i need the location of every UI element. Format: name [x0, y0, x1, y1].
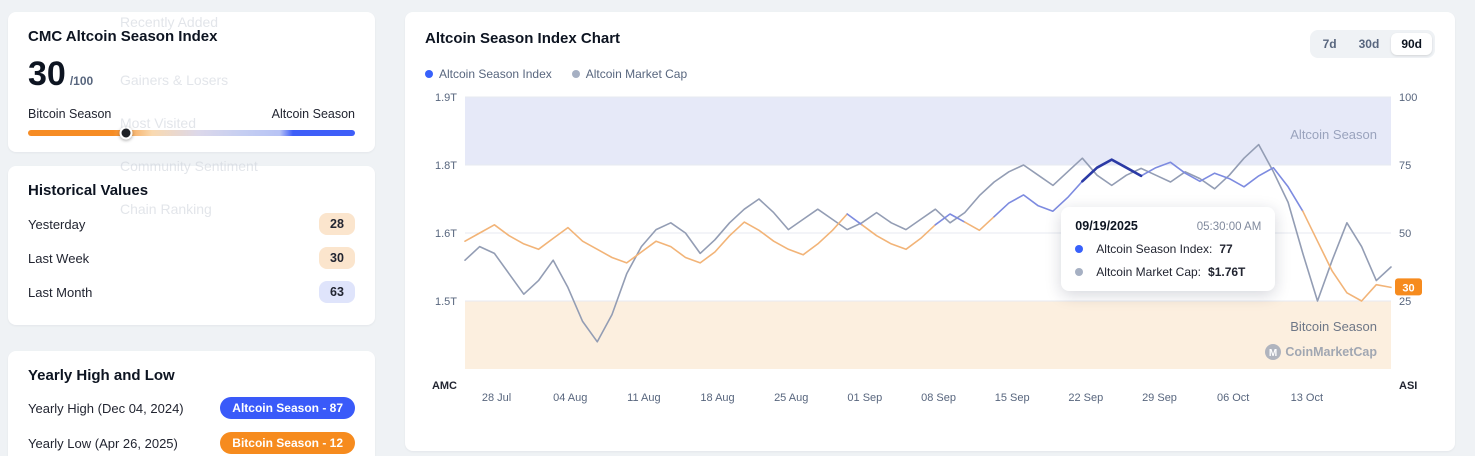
yearly-high-badge: Altcoin Season - 87	[220, 397, 355, 419]
svg-text:04 Aug: 04 Aug	[553, 392, 587, 404]
yearly-high-low-card: Yearly High and Low Yearly High (Dec 04,…	[8, 351, 375, 456]
tooltip-time: 05:30:00 AM	[1196, 221, 1262, 234]
tooltip-dot-blue-icon	[1075, 245, 1084, 254]
tooltip-row-amc: Altcoin Market Cap: $1.76T	[1075, 265, 1261, 279]
svg-text:CoinMarketCap: CoinMarketCap	[1285, 345, 1377, 359]
svg-text:25 Aug: 25 Aug	[774, 392, 808, 404]
svg-text:06 Oct: 06 Oct	[1217, 392, 1249, 404]
yearly-high-label: Yearly High (Dec 04, 2024)	[28, 400, 184, 416]
historical-row-value: 30	[319, 247, 355, 269]
svg-text:1.8T: 1.8T	[435, 160, 457, 172]
altcoin-season-chart-card: Altcoin Season Index Chart 7d 30d 90d Al…	[405, 12, 1455, 451]
legend-dot-gray-icon	[571, 70, 580, 78]
season-index-slider	[28, 126, 355, 140]
historical-row-label: Yesterday	[28, 216, 86, 232]
historical-row-last-week: Last Week 30	[28, 241, 355, 275]
yearly-low-label: Yearly Low (Apr 26, 2025)	[28, 435, 178, 451]
legend-dot-blue-icon	[425, 70, 433, 78]
altcoin-season-label: Altcoin Season	[271, 107, 355, 121]
time-range-selector: 7d 30d 90d	[1309, 30, 1435, 58]
range-button-90d[interactable]: 90d	[1391, 33, 1432, 55]
svg-text:ASI: ASI	[1399, 380, 1417, 392]
historical-card-title: Historical Values	[28, 182, 149, 199]
historical-row-value: 28	[319, 213, 355, 235]
svg-text:1.9T: 1.9T	[435, 92, 457, 104]
index-score: 30	[28, 55, 66, 93]
tooltip-dot-gray-icon	[1075, 268, 1084, 277]
historical-row-label: Last Week	[28, 250, 90, 266]
tooltip-date: 09/19/2025	[1075, 219, 1138, 234]
svg-text:11 Aug: 11 Aug	[627, 392, 660, 404]
bitcoin-season-label: Bitcoin Season	[28, 107, 112, 121]
svg-text:13 Oct: 13 Oct	[1291, 392, 1323, 404]
svg-text:01 Sep: 01 Sep	[847, 392, 882, 404]
svg-text:18 Aug: 18 Aug	[700, 392, 734, 404]
yearly-high-row: Yearly High (Dec 04, 2024) Altcoin Seaso…	[28, 397, 355, 419]
historical-row-value: 63	[319, 281, 355, 303]
tooltip-row-asi: Altcoin Season Index: 77	[1075, 242, 1261, 256]
yearly-low-row: Yearly Low (Apr 26, 2025) Bitcoin Season…	[28, 432, 355, 454]
svg-text:M: M	[1269, 348, 1277, 359]
altcoin-season-index-card: CMC Altcoin Season Index 30 /100 Bitcoin…	[8, 12, 375, 152]
svg-text:75: 75	[1399, 160, 1411, 172]
svg-text:15 Sep: 15 Sep	[995, 392, 1030, 404]
season-index-slider-handle[interactable]	[119, 126, 133, 140]
historical-row-yesterday: Yesterday 28	[28, 207, 355, 241]
chart-title: Altcoin Season Index Chart	[425, 30, 621, 47]
svg-text:22 Sep: 22 Sep	[1068, 392, 1103, 404]
legend-altcoin-market-cap: Altcoin Market Cap	[571, 67, 687, 81]
svg-text:30: 30	[1402, 282, 1414, 294]
chart-plot-area[interactable]: 1.9T 100 1.8T 75 1.6T 50 1.5T 25 28 Jul 04 Aug 11 …	[425, 89, 1435, 409]
yearly-card-title: Yearly High and Low	[28, 367, 175, 384]
chart-tooltip: 09/19/2025 05:30:00 AM Altcoin Season In…	[1061, 207, 1276, 292]
historical-values-card: Historical Values Yesterday 28 Last Week…	[8, 166, 375, 325]
index-score-max: /100	[69, 74, 94, 88]
range-button-30d[interactable]: 30d	[1349, 33, 1390, 55]
svg-text:1.6T: 1.6T	[435, 228, 457, 240]
range-button-7d[interactable]: 7d	[1313, 33, 1347, 55]
legend-altcoin-season-index: Altcoin Season Index	[425, 67, 552, 81]
index-card-title: CMC Altcoin Season Index	[28, 28, 218, 45]
svg-text:100: 100	[1399, 92, 1417, 104]
altcoin-season-index-chart[interactable]: 1.9T 100 1.8T 75 1.6T 50 1.5T 25 28 Jul 04 Aug 11 …	[425, 89, 1435, 409]
svg-text:Altcoin Season: Altcoin Season	[1290, 127, 1377, 142]
svg-text:Bitcoin Season: Bitcoin Season	[1290, 319, 1377, 334]
svg-text:08 Sep: 08 Sep	[921, 392, 956, 404]
svg-text:28 Jul: 28 Jul	[482, 392, 511, 404]
svg-text:1.5T: 1.5T	[435, 296, 457, 308]
svg-text:25: 25	[1399, 296, 1411, 308]
historical-row-last-month: Last Month 63	[28, 275, 355, 309]
svg-text:29 Sep: 29 Sep	[1142, 392, 1177, 404]
chart-legend: Altcoin Season Index Altcoin Market Cap	[425, 67, 1435, 81]
historical-row-label: Last Month	[28, 284, 93, 300]
yearly-low-badge: Bitcoin Season - 12	[220, 432, 355, 454]
svg-text:50: 50	[1399, 228, 1411, 240]
left-column: CMC Altcoin Season Index 30 /100 Bitcoin…	[8, 12, 375, 456]
svg-text:AMC: AMC	[432, 380, 457, 392]
